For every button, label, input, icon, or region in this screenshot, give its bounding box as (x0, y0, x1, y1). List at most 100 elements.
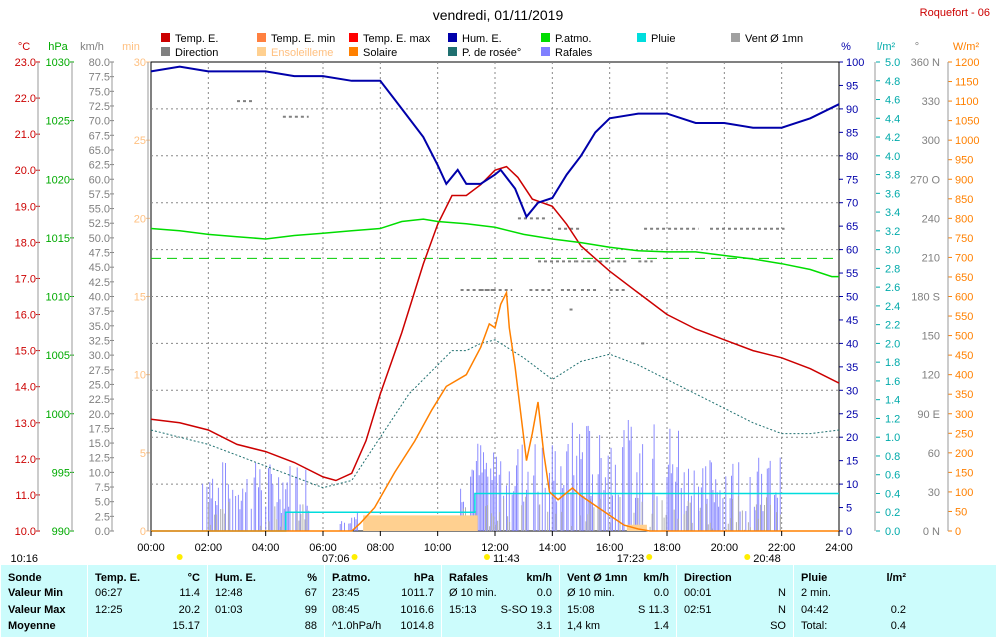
axis-tick-label: 150 (922, 331, 940, 343)
axis-tick-label: 20 (134, 213, 146, 225)
axis-tick-label: 15.0 (15, 346, 36, 358)
axis-tick-label: 15 (134, 292, 146, 304)
axis-tick-label: 210 (922, 252, 940, 264)
axis-tick-label: 30.0 (89, 350, 110, 362)
stats-col-title: Hum. E. (215, 572, 256, 584)
axis-tick-label: 0 (846, 526, 852, 538)
x-tick-label: 02:00 (195, 542, 223, 554)
axis-tick-label: 35 (846, 362, 858, 374)
axis-tick-label: 65 (846, 221, 858, 233)
axis-tick-label: 350 (955, 389, 973, 401)
axis-tick-label: 3.4 (885, 207, 900, 219)
event-time: 11:43 (493, 553, 520, 565)
axis-tick-label: 1100 (955, 96, 979, 108)
axis-tick-label: 330 (922, 96, 940, 108)
stats-time: 15:08 (567, 604, 595, 616)
x-tick-label: 18:00 (653, 542, 681, 554)
axis-tick-label: 22.0 (15, 93, 36, 105)
axis-tick-label: 4.6 (885, 95, 900, 107)
x-tick-label: 16:00 (596, 542, 624, 554)
axis-tick-label: 52.5 (89, 218, 110, 230)
axis-tick-label: 80 (846, 151, 858, 163)
stats-time: 15:13 (449, 604, 477, 616)
chart-title: vendredi, 01/11/2019 (433, 7, 564, 23)
axis-units: °C hPa km/h min% l/m² ° W/m² (18, 41, 980, 53)
stats-time: 02:51 (684, 604, 712, 616)
stats-time: ^1.0hPa/h (332, 620, 382, 632)
stats-time: 2 min. (801, 587, 831, 599)
axis-tick-label: 5.0 (95, 497, 110, 509)
label-moyenne: Moyenne (8, 620, 56, 632)
axis-tick-label: 270 O (910, 174, 940, 186)
stats-col-1: Temp. E. °C 06:27 11.4 12:25 20.2 15.17 (87, 565, 208, 637)
event-marker (351, 554, 358, 560)
weather-chart: vendredi, 01/11/2019 Roquefort - 06 Temp… (10, 7, 990, 565)
axis-tick-label: 950 (955, 155, 973, 167)
stats-col-title: Vent Ø 1mn (567, 572, 628, 584)
stats-value: 11.4 (179, 587, 200, 599)
axis-tick-label: 360 N (911, 57, 940, 69)
axis-tick-label: 1.4 (885, 395, 900, 407)
axis-tick-label: 27.5 (89, 365, 110, 377)
axis-tick-label: 250 (955, 428, 973, 440)
legend-swatch (161, 33, 170, 42)
stats-col-title: Temp. E. (95, 572, 141, 584)
stats-col-5: Vent Ø 1mn km/h Ø 10 min. 0.0 15:08 S 11.3 1,4… (559, 565, 677, 637)
stats-value: S 11.3 (638, 604, 669, 616)
stats-time: 12:48 (215, 587, 243, 599)
axis-tick-label: 14.0 (15, 382, 36, 394)
axis-tick-label: 55.0 (89, 204, 110, 216)
legend-label: Rafales (555, 47, 593, 59)
axis-tick-label: 0 (955, 526, 961, 538)
stats-value: 0.4 (890, 620, 906, 632)
legend-swatch (349, 33, 358, 42)
axis-tick-label: 37.5 (89, 306, 110, 318)
axis-tick-label: 3.8 (885, 170, 900, 182)
axis-tick-label: 650 (955, 272, 973, 284)
axis-tick-label: 600 (955, 292, 973, 304)
x-tick-label: 14:00 (539, 542, 567, 554)
legend: Temp. E. Direction Temp. E. min Ensoleillem… (161, 33, 803, 59)
legend-label: Vent Ø 1mn (745, 33, 803, 45)
stats-labels-col: Sonde Valeur Min Valeur Max Moyenne (0, 565, 88, 637)
axis-tick-label: 2.2 (885, 320, 900, 332)
axis-tick-label: 13.0 (15, 418, 36, 430)
axis-tick-label: 1000 (46, 409, 70, 421)
axis-tick-label: 550 (955, 311, 973, 323)
station-name: Roquefort - 06 (920, 7, 990, 19)
legend-label: Hum. E. (462, 33, 502, 45)
axis-tick-label: 17.5 (89, 423, 110, 435)
axis-tick-label: 19.0 (15, 201, 36, 213)
axis-tick-label: 120 (922, 370, 940, 382)
axis-tick-label: 40 (846, 338, 858, 350)
axis-tick-label: 4.4 (885, 113, 900, 125)
legend-swatch (448, 33, 457, 42)
stats-col-unit: °C (187, 572, 200, 584)
axis-tick-label: 150 (955, 467, 973, 479)
axis-tick-label: 500 (955, 331, 973, 343)
stats-col-title: Direction (684, 572, 732, 584)
axis-tick-label: 1010 (46, 292, 70, 304)
axis-tick-label: 850 (955, 194, 973, 206)
axis-tick-label: 25 (846, 409, 858, 421)
stats-value: 67 (304, 587, 317, 599)
legend-swatch (637, 33, 646, 42)
x-tick-label: 06:00 (309, 542, 337, 554)
stats-value: 88 (304, 620, 317, 632)
axis-tick-label: 1.8 (885, 357, 900, 369)
legend-swatch (541, 47, 550, 56)
series-hum-e- (150, 65, 840, 219)
stats-col-unit: hPa (413, 572, 434, 584)
axis-tick-label: 62.5 (89, 160, 110, 172)
axis-unit-label: W/m² (953, 41, 980, 53)
axis-tick-label: 1150 (955, 77, 979, 89)
axis-tick-label: 800 (955, 213, 973, 225)
series-solaire (151, 289, 839, 532)
label-sonde: Sonde (8, 572, 42, 584)
axis-tick-label: 75.0 (89, 86, 110, 98)
axis-tick-label: 700 (955, 252, 973, 264)
axis-tick-label: 10 (846, 479, 858, 491)
axis-tick-label: 30 (846, 385, 858, 397)
legend-label: Temp. E. min (271, 33, 335, 45)
direction-dashes (237, 100, 785, 345)
